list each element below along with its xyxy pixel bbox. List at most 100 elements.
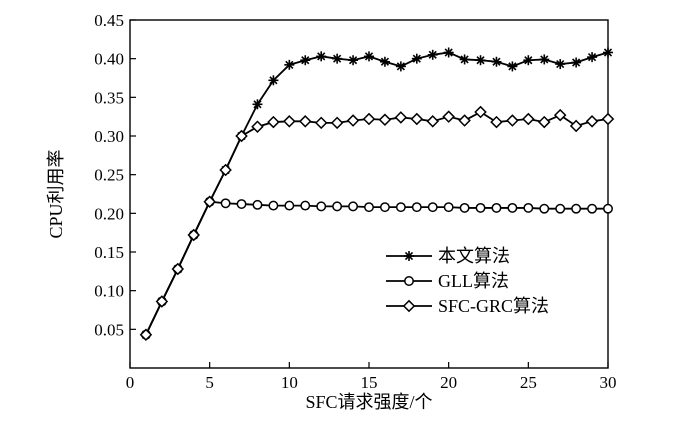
star-marker-stroke bbox=[348, 56, 358, 65]
circle-marker bbox=[268, 200, 279, 211]
star-marker bbox=[395, 61, 406, 72]
circle-marker bbox=[459, 202, 470, 213]
star-marker bbox=[443, 47, 454, 58]
star-marker bbox=[555, 59, 566, 70]
series-3 bbox=[139, 105, 615, 342]
y-tick-label: 0.05 bbox=[94, 320, 124, 339]
diamond-marker bbox=[235, 129, 248, 143]
star-marker bbox=[491, 56, 502, 67]
star-marker-stroke bbox=[540, 55, 549, 64]
star-marker bbox=[571, 57, 582, 68]
circle-marker bbox=[571, 203, 582, 214]
circle-marker bbox=[300, 200, 311, 211]
legend-diamond-marker bbox=[402, 299, 416, 313]
legend-label: GLL算法 bbox=[438, 271, 509, 291]
diamond-marker bbox=[139, 328, 153, 342]
legend-entry: SFC-GRC算法 bbox=[386, 296, 549, 316]
diamond-marker bbox=[522, 112, 535, 126]
star-marker-stroke bbox=[253, 100, 262, 109]
circle-marker bbox=[523, 202, 534, 213]
diamond-marker bbox=[362, 112, 376, 126]
star-marker bbox=[252, 99, 263, 110]
legend-circle-marker bbox=[404, 276, 414, 286]
x-tick-label: 20 bbox=[440, 373, 457, 392]
star-marker-stroke bbox=[603, 48, 613, 57]
circle-marker bbox=[587, 203, 598, 214]
y-tick-label: 0.40 bbox=[94, 50, 124, 69]
star-marker bbox=[475, 55, 486, 66]
diamond-marker bbox=[283, 115, 296, 128]
y-tick-label: 0.25 bbox=[94, 166, 124, 185]
x-axis-title: SFC请求强度/个 bbox=[305, 392, 432, 412]
circle-marker bbox=[491, 202, 502, 213]
diamond-marker bbox=[346, 114, 360, 127]
x-tick-label: 15 bbox=[361, 373, 378, 392]
circle-marker bbox=[379, 202, 390, 213]
diamond-marker bbox=[410, 112, 424, 126]
y-tick-label: 0.30 bbox=[94, 127, 124, 146]
circle-marker bbox=[555, 203, 566, 214]
star-marker-stroke bbox=[524, 56, 533, 65]
star-marker bbox=[284, 59, 295, 70]
diamond-marker bbox=[538, 115, 551, 129]
legend-label: 本文算法 bbox=[438, 246, 510, 266]
star-marker bbox=[411, 53, 422, 64]
star-marker-stroke bbox=[508, 62, 517, 71]
diamond-marker bbox=[330, 116, 344, 130]
diamond-marker bbox=[474, 105, 487, 119]
star-marker bbox=[268, 75, 279, 86]
y-tick-label: 0.20 bbox=[94, 204, 124, 223]
diamond-marker bbox=[251, 120, 264, 133]
star-marker bbox=[603, 47, 613, 58]
star-marker-stroke bbox=[396, 62, 405, 71]
series-line bbox=[145, 51, 609, 336]
y-axis-title: CPU利用率 bbox=[46, 149, 66, 238]
star-marker-stroke bbox=[572, 58, 581, 67]
star-marker bbox=[300, 55, 311, 66]
star-marker bbox=[379, 56, 390, 67]
legend-entry: 本文算法 bbox=[386, 246, 510, 266]
y-tick-label: 0.35 bbox=[94, 88, 124, 107]
star-marker-stroke bbox=[269, 76, 278, 85]
x-tick-label: 0 bbox=[126, 373, 135, 392]
diamond-marker bbox=[506, 114, 519, 127]
circle-marker bbox=[348, 201, 359, 212]
diamond-marker bbox=[171, 262, 185, 276]
circle-marker bbox=[603, 203, 613, 214]
legend-star-marker bbox=[404, 251, 414, 261]
star-marker-stroke bbox=[333, 54, 342, 63]
diamond-marker bbox=[203, 195, 216, 208]
star-marker-stroke bbox=[587, 53, 597, 62]
diamond-marker bbox=[378, 113, 392, 127]
y-tick-label: 0.10 bbox=[94, 282, 124, 301]
star-marker-stroke bbox=[364, 52, 374, 61]
y-tick-label: 0.45 bbox=[94, 11, 124, 30]
diamond-marker bbox=[553, 108, 567, 122]
star-marker bbox=[523, 55, 534, 66]
circle-marker bbox=[316, 201, 327, 212]
legend-label: SFC-GRC算法 bbox=[438, 296, 549, 316]
circle-marker bbox=[395, 202, 406, 213]
circle-marker bbox=[427, 202, 438, 213]
y-tick-label: 0.15 bbox=[94, 243, 124, 262]
star-marker-stroke bbox=[285, 60, 294, 69]
circle-marker bbox=[507, 202, 518, 213]
circle-marker bbox=[220, 198, 231, 209]
diamond-marker bbox=[267, 115, 280, 129]
diamond-marker bbox=[299, 115, 312, 128]
star-marker bbox=[364, 51, 374, 62]
x-tick-label: 30 bbox=[600, 373, 617, 392]
series-layer bbox=[139, 47, 615, 342]
x-axis-ticks: 0 5 10 15 20 25 30 bbox=[126, 362, 617, 392]
circle-marker bbox=[539, 203, 550, 214]
star-marker-stroke bbox=[380, 57, 390, 66]
star-marker-stroke bbox=[428, 50, 437, 59]
star-marker bbox=[427, 49, 438, 60]
circle-marker bbox=[236, 199, 247, 210]
star-marker bbox=[332, 53, 343, 64]
diamond-marker bbox=[442, 110, 455, 123]
diamond-marker bbox=[490, 115, 503, 129]
diamond-marker bbox=[426, 115, 439, 128]
star-marker-stroke bbox=[476, 56, 485, 65]
